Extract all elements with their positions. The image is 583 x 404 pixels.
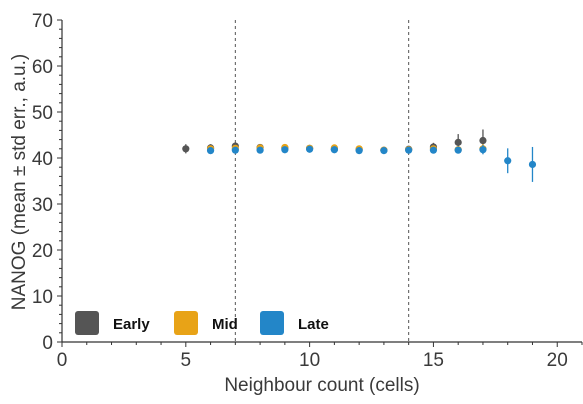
y-tick-label: 50 (32, 103, 53, 124)
x-tick-label: 15 (423, 350, 444, 371)
series-late (206, 145, 537, 182)
data-point (504, 157, 512, 165)
axes (61, 20, 582, 343)
data-marks (182, 129, 537, 182)
data-point (454, 138, 462, 146)
data-point (380, 147, 388, 155)
legend: Early Mid Late (75, 311, 329, 335)
data-point (429, 146, 438, 154)
data-point (256, 146, 264, 154)
data-point (528, 160, 537, 169)
data-point (231, 146, 239, 154)
reference-lines (234, 20, 410, 342)
y-tick-label: 0 (42, 333, 53, 354)
data-point (479, 146, 487, 154)
data-point (454, 146, 462, 154)
x-axis-label: Neighbour count (cells) (224, 375, 419, 396)
x-tick-label: 0 (57, 350, 68, 371)
data-point (330, 146, 338, 154)
legend-swatch (75, 311, 99, 335)
data-point (306, 145, 314, 153)
y-tick-label: 10 (32, 287, 53, 308)
tick-marks (57, 19, 583, 347)
y-axis-label: NANOG (mean ± std err., a.u.) (9, 54, 30, 310)
y-tick-label: 60 (32, 57, 53, 78)
data-point (206, 147, 215, 155)
data-point (479, 136, 487, 145)
legend-label: Early (113, 316, 150, 333)
legend-swatch (260, 311, 284, 335)
x-tick-label: 20 (547, 350, 568, 371)
data-point (355, 147, 363, 155)
y-tick-label: 20 (32, 241, 53, 262)
y-tick-label: 40 (32, 149, 53, 170)
legend-label: Late (298, 316, 329, 333)
series-mid (206, 143, 487, 154)
y-tick-label: 30 (32, 195, 53, 216)
legend-swatch (174, 311, 198, 335)
data-point (281, 146, 289, 154)
tick-labels: 0 5 10 15 20 0 10 20 30 40 50 60 70 (32, 11, 568, 371)
x-tick-label: 10 (299, 350, 320, 371)
legend-label: Mid (212, 316, 238, 333)
y-tick-label: 70 (32, 11, 53, 32)
x-tick-label: 5 (181, 350, 192, 371)
data-point (182, 145, 190, 153)
data-point (405, 146, 413, 154)
